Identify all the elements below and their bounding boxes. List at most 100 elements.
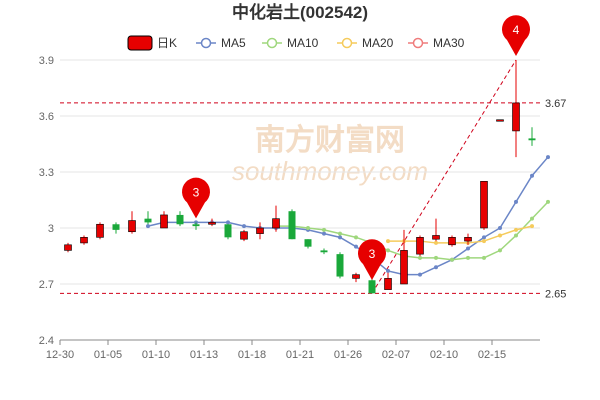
legend-dot-ma5 — [200, 37, 212, 49]
watermark-main: 南方财富网 — [255, 123, 405, 157]
ma-point-ma20 — [386, 239, 390, 244]
watermark-sub: southmoney.com — [232, 156, 428, 186]
ma-point-ma5 — [546, 155, 550, 160]
ma-point-ma5 — [482, 235, 486, 240]
candle-body — [240, 231, 248, 240]
ma-point-ma5 — [242, 224, 246, 229]
legend-dot-ma20 — [341, 37, 353, 49]
x-tick-label: 01-26 — [334, 349, 362, 361]
marker-pin-2 — [502, 15, 530, 56]
ma-point-ma5 — [418, 272, 422, 277]
marker-pin-1 — [358, 239, 386, 280]
grid — [60, 59, 540, 285]
x-tick-label: 02-10 — [430, 349, 458, 361]
candle-body — [112, 224, 120, 230]
marker-label-2: 4 — [513, 23, 520, 37]
ma-point-ma5 — [226, 220, 230, 225]
ma-point-ma20 — [498, 233, 502, 238]
ma-point-ma10 — [530, 216, 534, 221]
candle-body — [352, 274, 360, 279]
candle-body — [400, 250, 408, 285]
y-axis: 2.4 2.7 3 3.3 3.6 3.9 — [39, 55, 54, 347]
candle-body — [224, 224, 232, 238]
y-tick-label: 2.7 — [39, 279, 54, 291]
y-tick-label: 3.9 — [39, 55, 54, 67]
ma-point-ma5 — [514, 199, 518, 204]
legend-swatch-dayk — [127, 35, 153, 51]
candle-body — [272, 218, 280, 229]
ma-point-ma10 — [450, 257, 454, 262]
candle-body — [64, 244, 72, 251]
y-tick-label: 3.6 — [39, 111, 54, 123]
candle-body — [304, 239, 312, 247]
ma-point-ma10 — [546, 199, 550, 204]
ma-point-ma10 — [354, 235, 358, 240]
y-tick-label: 2.4 — [39, 335, 54, 347]
candle-body — [464, 237, 472, 242]
x-tick-label: 01-13 — [190, 349, 218, 361]
ma-point-ma5 — [498, 226, 502, 230]
reference-label-0: 3.67 — [545, 98, 566, 110]
candle-body — [160, 214, 168, 229]
y-tick-label: 3.3 — [39, 167, 54, 179]
candle-body — [192, 224, 200, 227]
ma-point-ma10 — [434, 255, 438, 260]
candle-body — [256, 227, 264, 234]
markers: 3 3 4 — [181, 15, 530, 280]
candle-body — [480, 181, 488, 229]
candles — [64, 60, 536, 294]
ma-point-ma10 — [514, 233, 518, 238]
ma-point-ma5 — [322, 231, 326, 236]
legend-label-ma20: MA20 — [362, 36, 394, 50]
candle-body — [128, 220, 136, 233]
x-tick-label: 02-07 — [382, 349, 410, 361]
ma-point-ma10 — [418, 255, 422, 260]
candle-body — [384, 278, 392, 290]
candle-body — [288, 211, 296, 240]
ma-point-ma10 — [482, 255, 486, 260]
candle-body — [368, 280, 376, 294]
x-tick-label: 01-05 — [94, 349, 122, 361]
y-tick-label: 3 — [48, 223, 54, 235]
ma-point-ma10 — [498, 248, 502, 253]
ma-line-ma10 — [276, 201, 549, 261]
ma-point-ma10 — [306, 226, 310, 230]
candle-body — [432, 235, 440, 240]
ma-point-ma5 — [530, 173, 534, 178]
candle-body — [336, 254, 344, 277]
low-high-connector — [371, 59, 517, 294]
reference-lines: 3.67 2.65 — [60, 59, 566, 300]
x-tick-label: 12-30 — [46, 349, 74, 361]
legend-label-ma10: MA10 — [287, 36, 319, 50]
candle-body — [496, 119, 504, 122]
ma-point-ma5 — [338, 235, 342, 240]
ma-point-ma5 — [354, 244, 358, 249]
moving-averages — [146, 155, 550, 277]
ma-point-ma10 — [338, 231, 342, 236]
watermark: 南方财富网 southmoney.com — [232, 123, 428, 186]
ma-point-ma5 — [434, 265, 438, 270]
ma-line-ma20 — [388, 225, 533, 244]
legend-dot-ma10 — [266, 37, 278, 49]
candle-body — [416, 237, 424, 255]
candle-body — [176, 214, 184, 225]
ma-point-ma20 — [530, 224, 534, 229]
candle-body — [528, 138, 536, 141]
marker-label-0: 3 — [193, 185, 200, 199]
ma-point-ma10 — [466, 255, 470, 260]
candle-body — [96, 223, 104, 238]
candle-body — [208, 222, 216, 225]
x-axis: 12-30 01-05 01-10 01-13 01-18 01-21 01-26 02-07… — [46, 339, 540, 361]
ma-point-ma10 — [386, 248, 390, 253]
marker-label-1: 3 — [369, 247, 376, 261]
legend-dot-ma30 — [412, 37, 424, 49]
legend-label-ma5: MA5 — [221, 36, 246, 50]
candle-body — [448, 237, 456, 246]
candle-body — [512, 102, 520, 132]
x-tick-label: 02-15 — [478, 349, 506, 361]
ma-point-ma20 — [514, 227, 518, 232]
x-tick-label: 01-10 — [142, 349, 170, 361]
reference-label-1: 2.65 — [545, 288, 566, 300]
candle-body — [320, 250, 328, 253]
